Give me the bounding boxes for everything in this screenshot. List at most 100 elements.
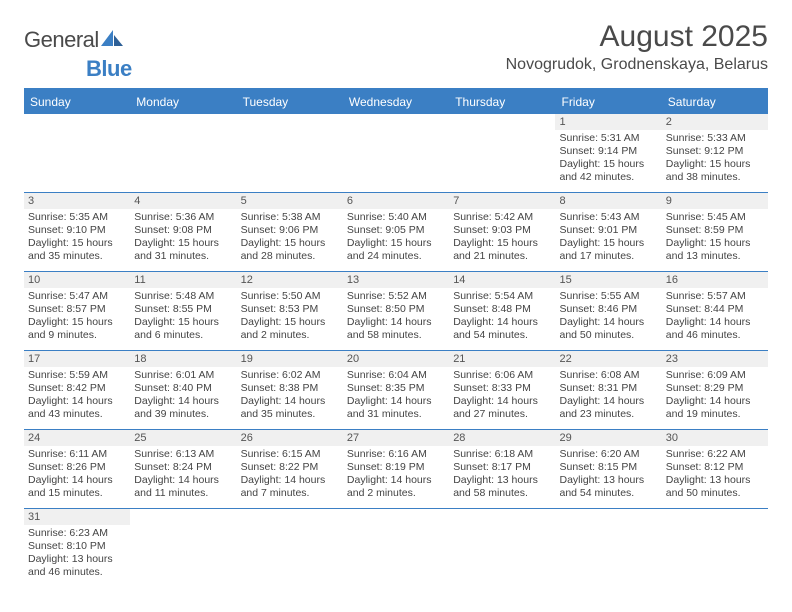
sunrise-text: Sunrise: 6:01 AM <box>134 369 232 382</box>
sunset-text: Sunset: 8:22 PM <box>241 461 339 474</box>
calendar-page: GeneralBlue August 2025 Novogrudok, Grod… <box>0 0 792 607</box>
sunrise-text: Sunrise: 5:33 AM <box>666 132 764 145</box>
daylight-text-1: Daylight: 15 hours <box>134 237 232 250</box>
sunrise-text: Sunrise: 6:23 AM <box>28 527 126 540</box>
day-cell: 10Sunrise: 5:47 AMSunset: 8:57 PMDayligh… <box>24 272 130 350</box>
daylight-text-1: Daylight: 13 hours <box>28 553 126 566</box>
daylight-text-1: Daylight: 14 hours <box>559 316 657 329</box>
daylight-text-1: Daylight: 13 hours <box>666 474 764 487</box>
sunrise-text: Sunrise: 5:43 AM <box>559 211 657 224</box>
weeks-container: 1Sunrise: 5:31 AMSunset: 9:14 PMDaylight… <box>24 114 768 587</box>
sunset-text: Sunset: 8:29 PM <box>666 382 764 395</box>
sunset-text: Sunset: 8:10 PM <box>28 540 126 553</box>
day-info: Sunrise: 5:40 AMSunset: 9:05 PMDaylight:… <box>347 211 445 264</box>
sunset-text: Sunset: 8:19 PM <box>347 461 445 474</box>
day-cell: 26Sunrise: 6:15 AMSunset: 8:22 PMDayligh… <box>237 430 343 508</box>
day-number: 2 <box>662 114 768 130</box>
sunrise-text: Sunrise: 6:13 AM <box>134 448 232 461</box>
daylight-text-2: and 7 minutes. <box>241 487 339 500</box>
sunrise-text: Sunrise: 6:06 AM <box>453 369 551 382</box>
sunset-text: Sunset: 8:55 PM <box>134 303 232 316</box>
sunset-text: Sunset: 9:12 PM <box>666 145 764 158</box>
day-info: Sunrise: 5:55 AMSunset: 8:46 PMDaylight:… <box>559 290 657 343</box>
sunrise-text: Sunrise: 5:45 AM <box>666 211 764 224</box>
sunset-text: Sunset: 8:50 PM <box>347 303 445 316</box>
week-row: 31Sunrise: 6:23 AMSunset: 8:10 PMDayligh… <box>24 509 768 587</box>
sunset-text: Sunset: 9:06 PM <box>241 224 339 237</box>
week-row: 3Sunrise: 5:35 AMSunset: 9:10 PMDaylight… <box>24 193 768 272</box>
sunset-text: Sunset: 8:12 PM <box>666 461 764 474</box>
daylight-text-2: and 15 minutes. <box>28 487 126 500</box>
day-number: 30 <box>662 430 768 446</box>
day-info: Sunrise: 6:11 AMSunset: 8:26 PMDaylight:… <box>28 448 126 501</box>
daylight-text-1: Daylight: 15 hours <box>666 158 764 171</box>
sunset-text: Sunset: 8:33 PM <box>453 382 551 395</box>
daylight-text-1: Daylight: 13 hours <box>453 474 551 487</box>
day-name-header: Sunday <box>24 90 130 114</box>
day-info: Sunrise: 6:01 AMSunset: 8:40 PMDaylight:… <box>134 369 232 422</box>
day-info: Sunrise: 5:45 AMSunset: 8:59 PMDaylight:… <box>666 211 764 264</box>
day-info: Sunrise: 6:06 AMSunset: 8:33 PMDaylight:… <box>453 369 551 422</box>
day-cell: 24 Sunrise: 6:11 AMSunset: 8:26 PMDayligh… <box>24 430 130 508</box>
day-info: Sunrise: 5:57 AMSunset: 8:44 PMDaylight:… <box>666 290 764 343</box>
daylight-text-1: Daylight: 14 hours <box>453 395 551 408</box>
day-info: Sunrise: 5:54 AMSunset: 8:48 PMDaylight:… <box>453 290 551 343</box>
week-row: 10Sunrise: 5:47 AMSunset: 8:57 PMDayligh… <box>24 272 768 351</box>
day-info: Sunrise: 6:18 AMSunset: 8:17 PMDaylight:… <box>453 448 551 501</box>
sunset-text: Sunset: 8:59 PM <box>666 224 764 237</box>
day-info: Sunrise: 5:38 AMSunset: 9:06 PMDaylight:… <box>241 211 339 264</box>
daylight-text-2: and 2 minutes. <box>241 329 339 342</box>
sunset-text: Sunset: 9:14 PM <box>559 145 657 158</box>
day-cell: 4Sunrise: 5:36 AMSunset: 9:08 PMDaylight… <box>130 193 236 271</box>
daylight-text-1: Daylight: 14 hours <box>241 395 339 408</box>
daylight-text-1: Daylight: 15 hours <box>347 237 445 250</box>
day-cell: 9Sunrise: 5:45 AMSunset: 8:59 PMDaylight… <box>662 193 768 271</box>
daylight-text-1: Daylight: 14 hours <box>28 395 126 408</box>
day-info: Sunrise: 5:43 AMSunset: 9:01 PMDaylight:… <box>559 211 657 264</box>
day-number: 26 <box>237 430 343 446</box>
day-cell: 20Sunrise: 6:04 AMSunset: 8:35 PMDayligh… <box>343 351 449 429</box>
day-number: 24 <box>24 430 130 446</box>
empty-cell <box>662 509 768 587</box>
sunset-text: Sunset: 8:46 PM <box>559 303 657 316</box>
sunrise-text: Sunrise: 5:54 AM <box>453 290 551 303</box>
logo-text-dark: General <box>24 27 99 52</box>
daylight-text-2: and 19 minutes. <box>666 408 764 421</box>
day-cell: 1Sunrise: 5:31 AMSunset: 9:14 PMDaylight… <box>555 114 661 192</box>
day-info: Sunrise: 5:47 AMSunset: 8:57 PMDaylight:… <box>28 290 126 343</box>
daylight-text-2: and 38 minutes. <box>666 171 764 184</box>
daylight-text-1: Daylight: 14 hours <box>347 316 445 329</box>
sunrise-text: Sunrise: 6:20 AM <box>559 448 657 461</box>
day-info: Sunrise: 6:16 AMSunset: 8:19 PMDaylight:… <box>347 448 445 501</box>
daylight-text-1: Daylight: 14 hours <box>134 395 232 408</box>
sunset-text: Sunset: 9:01 PM <box>559 224 657 237</box>
sunrise-text: Sunrise: 5:52 AM <box>347 290 445 303</box>
daylight-text-2: and 24 minutes. <box>347 250 445 263</box>
day-cell: 6Sunrise: 5:40 AMSunset: 9:05 PMDaylight… <box>343 193 449 271</box>
daylight-text-2: and 50 minutes. <box>666 487 764 500</box>
day-info: Sunrise: 5:35 AMSunset: 9:10 PMDaylight:… <box>28 211 126 264</box>
sunrise-text: Sunrise: 6:16 AM <box>347 448 445 461</box>
daylight-text-1: Daylight: 15 hours <box>559 158 657 171</box>
sunset-text: Sunset: 9:08 PM <box>134 224 232 237</box>
day-cell: 15Sunrise: 5:55 AMSunset: 8:46 PMDayligh… <box>555 272 661 350</box>
day-names-row: SundayMondayTuesdayWednesdayThursdayFrid… <box>24 90 768 114</box>
sunrise-text: Sunrise: 6:11 AM <box>28 448 126 461</box>
sunset-text: Sunset: 8:38 PM <box>241 382 339 395</box>
daylight-text-2: and 35 minutes. <box>241 408 339 421</box>
day-info: Sunrise: 6:02 AMSunset: 8:38 PMDaylight:… <box>241 369 339 422</box>
day-number: 16 <box>662 272 768 288</box>
daylight-text-1: Daylight: 14 hours <box>559 395 657 408</box>
day-cell: 11Sunrise: 5:48 AMSunset: 8:55 PMDayligh… <box>130 272 236 350</box>
sunrise-text: Sunrise: 5:42 AM <box>453 211 551 224</box>
day-number: 21 <box>449 351 555 367</box>
sunset-text: Sunset: 8:15 PM <box>559 461 657 474</box>
day-cell: 23Sunrise: 6:09 AMSunset: 8:29 PMDayligh… <box>662 351 768 429</box>
day-cell: 27Sunrise: 6:16 AMSunset: 8:19 PMDayligh… <box>343 430 449 508</box>
title-block: August 2025 Novogrudok, Grodnenskaya, Be… <box>506 20 768 74</box>
day-cell: 29Sunrise: 6:20 AMSunset: 8:15 PMDayligh… <box>555 430 661 508</box>
day-info: Sunrise: 5:42 AMSunset: 9:03 PMDaylight:… <box>453 211 551 264</box>
brand-logo: GeneralBlue <box>24 26 132 82</box>
day-number: 11 <box>130 272 236 288</box>
day-info: Sunrise: 5:33 AMSunset: 9:12 PMDaylight:… <box>666 132 764 185</box>
